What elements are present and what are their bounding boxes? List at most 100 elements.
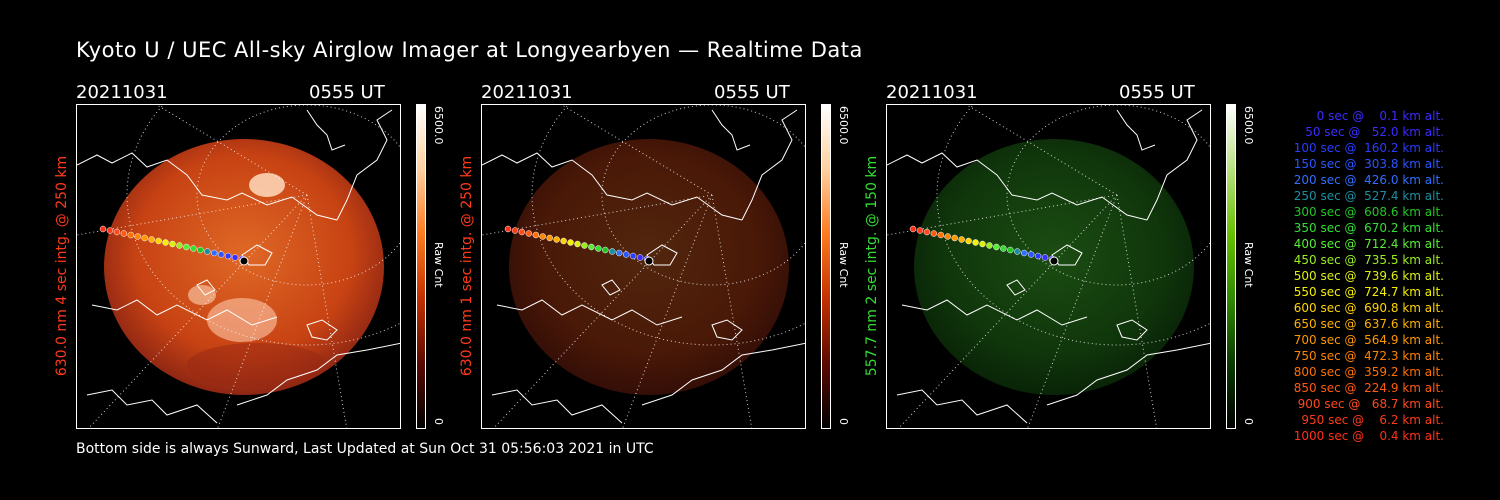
- legend-entry: 350 sec @ 670.2 km alt.: [1289, 221, 1444, 235]
- trajectory-point: [923, 228, 931, 236]
- panel-wavelength-label: 630.0 nm 1 sec intg. @ 250 km: [459, 155, 475, 377]
- allsky-image: [886, 104, 1211, 429]
- trajectory-point: [525, 230, 533, 237]
- airglow-panel-1: 20211031 0555 UT 630.0 nm 4 sec intg. @ …: [54, 82, 496, 432]
- airglow-panel-2: 20211031 0555 UT 630.0 nm 1 sec intg. @ …: [459, 82, 901, 432]
- trajectory-point: [553, 236, 560, 243]
- legend-entry: 200 sec @ 426.0 km alt.: [1289, 173, 1444, 187]
- trajectory-point: [162, 239, 169, 246]
- colorbar: [1226, 104, 1236, 429]
- trajectory-point: [567, 239, 574, 246]
- trajectory-point: [1034, 252, 1042, 260]
- legend-entry: 700 sec @ 564.9 km alt.: [1289, 333, 1444, 347]
- trajectory-point: [979, 240, 986, 248]
- trajectory-point: [609, 248, 616, 255]
- trajectory-point: [183, 243, 190, 251]
- legend-entry: 1000 sec @ 0.4 km alt.: [1293, 429, 1444, 443]
- trajectory-point: [197, 246, 204, 254]
- trajectory-point: [231, 254, 239, 261]
- colorbar-unit-label: Raw Cnt: [432, 242, 445, 288]
- trajectory-point: [204, 248, 211, 255]
- trajectory-point: [169, 240, 176, 248]
- allsky-image: [76, 104, 401, 429]
- allsky-disk: [914, 139, 1194, 395]
- panel-time: 0555 UT: [714, 82, 790, 103]
- trajectory-point: [532, 231, 540, 239]
- trajectory-point: [546, 234, 553, 242]
- legend-entry: 0 sec @ 0.1 km alt.: [1305, 109, 1444, 123]
- station-marker: [644, 256, 654, 266]
- legend-entry: 750 sec @ 472.3 km alt.: [1289, 349, 1444, 363]
- panel-date: 20211031: [76, 82, 168, 103]
- trajectory: [504, 225, 654, 266]
- station-marker: [239, 256, 249, 266]
- legend-entry: 900 sec @ 68.7 km alt.: [1293, 397, 1444, 411]
- trajectory-point: [636, 254, 644, 261]
- legend-entry: 650 sec @ 637.6 km alt.: [1289, 317, 1444, 331]
- trajectory-point: [1007, 246, 1014, 254]
- trajectory-point: [581, 242, 588, 249]
- colorbar-unit-label: Raw Cnt: [837, 242, 850, 288]
- allsky-image: [481, 104, 806, 429]
- allsky-disk: [104, 139, 384, 395]
- trajectory-point: [120, 230, 128, 237]
- station-marker: [1049, 256, 1059, 266]
- trajectory-point: [1014, 248, 1021, 255]
- trajectory-point: [588, 243, 595, 251]
- trajectory-point: [106, 227, 114, 234]
- panel-wavelength-label: 557.7 nm 2 sec intg. @ 150 km: [864, 155, 880, 377]
- trajectory-point: [99, 225, 107, 233]
- trajectory-point: [504, 225, 512, 233]
- trajectory-point: [993, 243, 1000, 251]
- trajectory-point: [574, 240, 581, 248]
- trajectory-point: [965, 237, 972, 245]
- legend-entry: 550 sec @ 724.7 km alt.: [1289, 285, 1444, 299]
- colorbar-min-label: 0: [1242, 418, 1255, 425]
- coastlines: [77, 109, 400, 424]
- trajectory-point: [958, 236, 965, 243]
- trajectory-point: [141, 234, 148, 242]
- trajectory-point: [127, 231, 135, 239]
- panel-time: 0555 UT: [1119, 82, 1195, 103]
- trajectory-point: [518, 228, 526, 236]
- trajectory-point: [1041, 254, 1049, 261]
- colorbar-max-label: 6500.0: [837, 106, 850, 145]
- colorbar-unit-label: Raw Cnt: [1242, 242, 1255, 288]
- trajectory-point: [937, 231, 945, 239]
- legend-entry: 450 sec @ 735.5 km alt.: [1289, 253, 1444, 267]
- legend-entry: 400 sec @ 712.4 km alt.: [1289, 237, 1444, 251]
- panel-date: 20211031: [481, 82, 573, 103]
- colorbar-min-label: 0: [837, 418, 850, 425]
- colorbar-min-label: 0: [432, 418, 445, 425]
- trajectory-point: [595, 245, 602, 252]
- trajectory-point: [210, 249, 218, 257]
- colorbar-max-label: 6500.0: [432, 106, 445, 145]
- trajectory-point: [622, 251, 630, 258]
- trajectory-point: [972, 239, 979, 246]
- allsky-svg: [482, 105, 805, 428]
- trajectory-point: [511, 227, 519, 234]
- graticule: [482, 105, 805, 428]
- trajectory-point: [1020, 249, 1028, 257]
- trajectory-point: [909, 225, 917, 233]
- legend-entry: 300 sec @ 608.6 km alt.: [1289, 205, 1444, 219]
- trajectory-point: [217, 251, 225, 258]
- legend-entry: 950 sec @ 6.2 km alt.: [1297, 413, 1444, 427]
- trajectory-point: [155, 237, 162, 245]
- graticule: [887, 105, 1210, 428]
- trajectory-point: [539, 233, 546, 240]
- legend-entry: 600 sec @ 690.8 km alt.: [1289, 301, 1444, 315]
- trajectory-point: [986, 242, 993, 249]
- trajectory-point: [951, 234, 958, 242]
- page-title: Kyoto U / UEC All-sky Airglow Imager at …: [76, 38, 863, 62]
- airglow-panel-3: 20211031 0555 UT 557.7 nm 2 sec intg. @ …: [864, 82, 1306, 432]
- legend-entry: 50 sec @ 52.0 km alt.: [1297, 125, 1444, 139]
- allsky-disk: [509, 139, 789, 395]
- trajectory: [909, 225, 1059, 266]
- legend-entry: 150 sec @ 303.8 km alt.: [1289, 157, 1444, 171]
- trajectory-point: [1027, 251, 1035, 258]
- trajectory-point: [602, 246, 609, 254]
- trajectory-point: [113, 228, 121, 236]
- legend-entry: 500 sec @ 739.6 km alt.: [1289, 269, 1444, 283]
- trajectory-point: [224, 252, 232, 260]
